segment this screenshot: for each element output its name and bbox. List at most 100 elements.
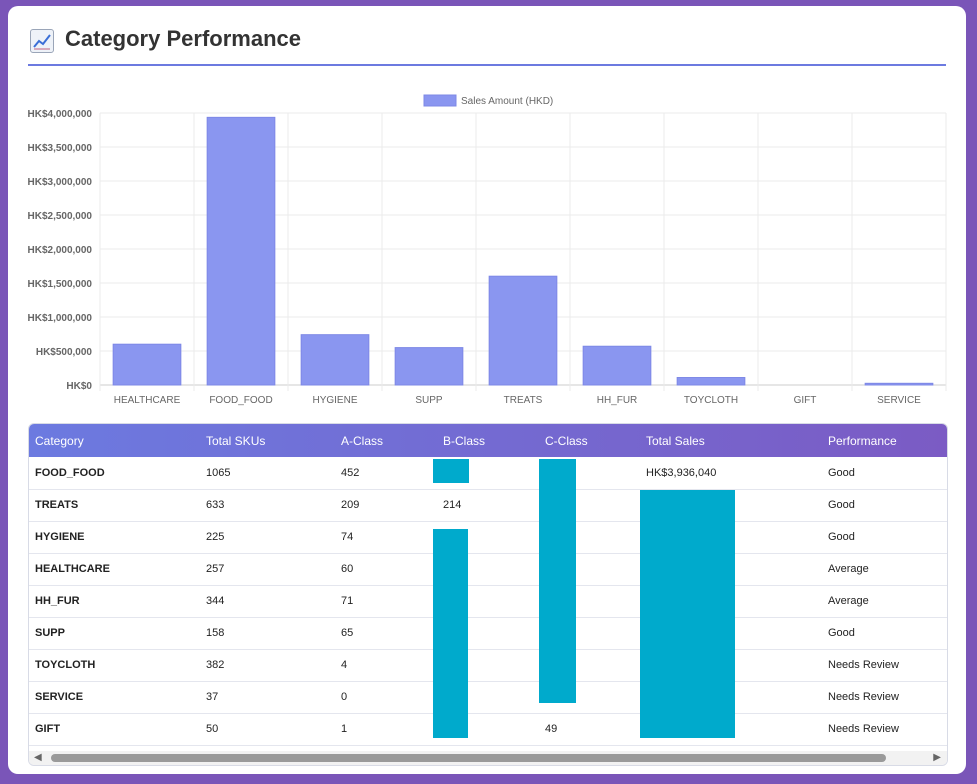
table-cell: 37 xyxy=(200,681,335,714)
table-row[interactable]: HYGIENE 225 74 Good xyxy=(29,521,947,554)
table-cell: Good xyxy=(822,489,947,522)
x-tick-label: GIFT xyxy=(794,395,817,406)
bar-service xyxy=(864,382,934,386)
bar-toycloth xyxy=(676,377,746,386)
table-cell: 158 xyxy=(200,617,335,650)
sales-chart: Sales Amount (HKD) HK$0 HK$500,000 HK$1,000… xyxy=(8,80,966,410)
column-header[interactable]: Total SKUs xyxy=(206,433,266,448)
column-header[interactable]: C-Class xyxy=(545,433,588,448)
column-header[interactable]: Total Sales xyxy=(646,433,705,448)
table-cell: Good xyxy=(822,457,947,490)
table-cell: 4 xyxy=(335,649,437,682)
b-class-overlay-top xyxy=(433,459,469,483)
table-cell: Good xyxy=(822,617,947,650)
x-tick-label: SERVICE xyxy=(877,395,921,406)
table-row[interactable]: TREATS 633 209 214 Good xyxy=(29,489,947,522)
table-row[interactable]: GIFT 50 1 49 Needs Review xyxy=(29,713,947,746)
table-cell: 74 xyxy=(335,521,437,554)
x-tick-label: HH_FUR xyxy=(597,395,638,406)
table-cell: HK$3,936,040 xyxy=(640,457,822,490)
table-cell: 452 xyxy=(335,457,437,490)
table-row[interactable]: FOOD_FOOD 1065 452 HK$3,936,040 Good xyxy=(29,457,947,490)
b-class-overlay xyxy=(433,529,468,738)
category-table: Category Total SKUs A-Class B-Class C-Class T… xyxy=(29,424,947,746)
table-row[interactable]: HEALTHCARE 257 60 Average xyxy=(29,553,947,586)
table-cell: Average xyxy=(822,553,947,586)
scroll-left-icon[interactable]: ◀ xyxy=(34,752,42,763)
table-cell: 50 xyxy=(200,713,335,746)
x-tick-label: FOOD_FOOD xyxy=(209,395,272,406)
table-cell: Needs Review xyxy=(822,649,947,682)
table-cell: HH_FUR xyxy=(29,585,200,618)
horizontal-scrollbar[interactable]: ◀ ▶ xyxy=(29,751,947,765)
sales-bar-chart: Sales Amount (HKD) HK$0 HK$500,000 HK$1,000… xyxy=(28,94,947,406)
table-cell: 225 xyxy=(200,521,335,554)
table-cell: SERVICE xyxy=(29,681,200,714)
table-cell: 71 xyxy=(335,585,437,618)
column-header[interactable]: B-Class xyxy=(443,433,486,448)
c-class-overlay xyxy=(539,459,576,703)
bar-supp xyxy=(394,347,464,386)
bar-hh_fur xyxy=(582,345,652,386)
bar-healthcare xyxy=(112,343,182,386)
scroll-right-icon[interactable]: ▶ xyxy=(933,752,941,763)
table-cell: 49 xyxy=(539,713,640,746)
table-cell: GIFT xyxy=(29,713,200,746)
table-cell: Average xyxy=(822,585,947,618)
y-tick-label: HK$0 xyxy=(66,381,92,392)
legend-swatch xyxy=(423,94,457,107)
y-tick-label: HK$3,500,000 xyxy=(28,143,93,154)
table-cell: 214 xyxy=(437,489,539,522)
category-table-container: Category Total SKUs A-Class B-Class C-Class T… xyxy=(28,423,948,766)
bar-food_food xyxy=(206,116,276,386)
bar-treats xyxy=(488,275,558,386)
table-cell: 60 xyxy=(335,553,437,586)
table-row[interactable]: SUPP 158 65 Good xyxy=(29,617,947,650)
table-cell: FOOD_FOOD xyxy=(29,457,200,490)
y-tick-label: HK$500,000 xyxy=(36,347,93,358)
y-tick-label: HK$2,500,000 xyxy=(28,211,93,222)
table-cell: 1065 xyxy=(200,457,335,490)
column-header[interactable]: Performance xyxy=(828,433,897,448)
table-cell: TOYCLOTH xyxy=(29,649,200,682)
x-tick-label: HYGIENE xyxy=(312,395,357,406)
total-sales-overlay xyxy=(640,490,735,738)
table-cell: Good xyxy=(822,521,947,554)
table-cell: HEALTHCARE xyxy=(29,553,200,586)
table-cell: 209 xyxy=(335,489,437,522)
x-tick-label: SUPP xyxy=(415,395,443,406)
table-cell: 344 xyxy=(200,585,335,618)
table-cell: HYGIENE xyxy=(29,521,200,554)
y-tick-label: HK$3,000,000 xyxy=(28,177,93,188)
table-cell: 382 xyxy=(200,649,335,682)
table-cell: Needs Review xyxy=(822,713,947,746)
page-title: Category Performance xyxy=(65,26,301,51)
header: Category Performance xyxy=(28,26,946,66)
bar-hygiene xyxy=(300,334,370,386)
scrollbar-thumb[interactable] xyxy=(51,754,886,762)
x-tick-label: TOYCLOTH xyxy=(684,395,738,406)
table-cell: 1 xyxy=(335,713,437,746)
table-header-row: Category Total SKUs A-Class B-Class C-Class T… xyxy=(29,424,947,457)
table-body: FOOD_FOOD 1065 452 HK$3,936,040 Good TREATS 63… xyxy=(29,457,947,746)
table-row[interactable]: TOYCLOTH 382 4 Needs Review xyxy=(29,649,947,682)
table-cell: 633 xyxy=(200,489,335,522)
category-performance-card: Category Performance Sales Amount (HKD) H… xyxy=(8,6,966,774)
y-tick-label: HK$1,500,000 xyxy=(28,279,93,290)
table-cell: Needs Review xyxy=(822,681,947,714)
x-tick-label: HEALTHCARE xyxy=(114,395,181,406)
table-cell: 257 xyxy=(200,553,335,586)
y-tick-label: HK$1,000,000 xyxy=(28,313,93,324)
x-tick-label: TREATS xyxy=(504,395,543,406)
table-row[interactable]: HH_FUR 344 71 Average xyxy=(29,585,947,618)
chart-increasing-icon xyxy=(30,29,54,53)
table-row[interactable]: SERVICE 37 0 Needs Review xyxy=(29,681,947,714)
y-tick-label: HK$2,000,000 xyxy=(28,245,93,256)
table-cell: 65 xyxy=(335,617,437,650)
y-tick-label: HK$4,000,000 xyxy=(28,109,93,120)
column-header[interactable]: Category xyxy=(35,433,84,448)
table-cell: 0 xyxy=(335,681,437,714)
table-cell: SUPP xyxy=(29,617,200,650)
column-header[interactable]: A-Class xyxy=(341,433,384,448)
legend-label: Sales Amount (HKD) xyxy=(461,96,553,107)
